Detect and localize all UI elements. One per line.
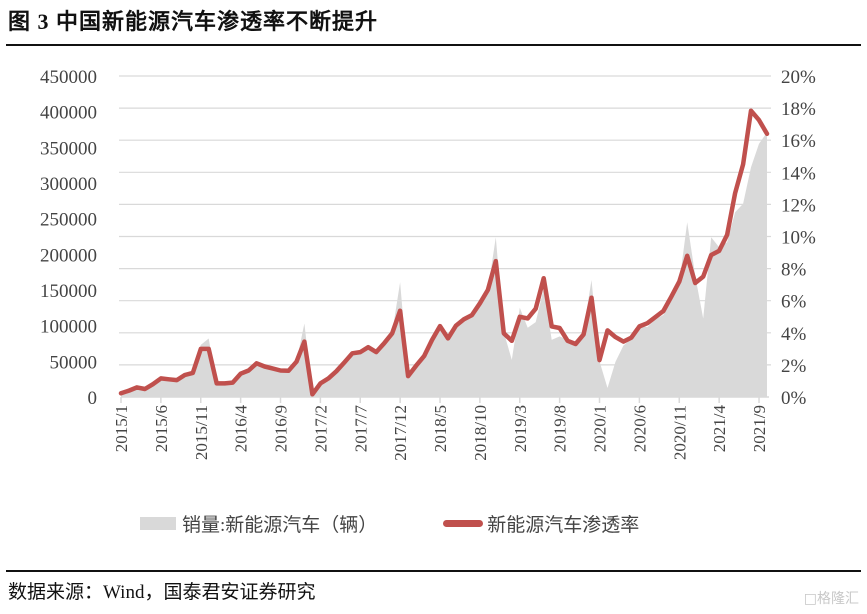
right-axis-tick-label: 18% [781,99,816,120]
left-axis-tick-label: 150000 [40,281,97,302]
legend-label-penetration: 新能源汽车渗透率 [487,515,640,536]
right-axis-tick-label: 10% [781,228,816,249]
chart: 0% 2% 4% 6% 8% 10% 12% 14% 16% 18% 20% 0 50000 100000… [40,67,816,461]
left-axis-tick-label: 200000 [40,245,97,266]
x-axis-tick-label: 2020/1 [591,405,610,452]
figure-title: 图 3 中国新能源汽车渗透率不断提升 [8,9,379,34]
right-axis-tick-label: 6% [781,292,807,313]
x-axis-tick-label: 2017/7 [351,405,370,453]
source-rule [6,570,861,572]
right-axis-tick-label: 8% [781,260,807,281]
left-axis-tick-label: 400000 [40,103,97,124]
x-axis-tick-label: 2019/3 [511,405,530,452]
legend-swatch-penetration [443,520,484,527]
left-axis-tick-label: 450000 [40,67,97,88]
right-axis-tick-label: 20% [781,67,816,88]
watermark-logo: □格隆汇 [803,591,859,607]
source-note: 数据来源：Wind，国泰君安证券研究 [8,582,316,603]
x-axis-tick-label: 2018/10 [471,405,490,461]
legend-label-sales: 销量:新能源汽车（辆） [182,515,378,536]
x-axis-tick-label: 2017/12 [391,405,410,461]
x-axis-tick-label: 2015/1 [112,405,131,452]
left-axis-tick-label: 300000 [40,174,97,195]
x-axis-tick-label: 2017/2 [311,405,330,452]
x-axis-tick-label: 2018/5 [431,405,450,452]
legend: 销量:新能源汽车（辆） 新能源汽车渗透率 [140,510,639,537]
right-axis-tick-label: 16% [781,131,816,152]
title-rule [6,44,861,46]
left-axis-tick-label: 250000 [40,210,97,231]
x-axis-tick-label: 2020/6 [630,405,649,452]
x-axis-tick-label: 2021/4 [710,405,729,453]
x-axis-tick-label: 2019/8 [551,405,570,452]
x-axis-tick-label: 2021/9 [750,405,769,452]
x-axis-tick-label: 2020/11 [670,405,689,460]
x-axis-tick-label: 2016/9 [272,405,291,452]
right-axis-tick-label: 14% [781,163,816,184]
right-axis-tick-label: 12% [781,195,816,216]
left-axis-tick-label: 100000 [40,317,97,338]
penetration-line [118,108,770,397]
right-axis-tick-label: 0% [781,388,807,409]
left-axis-tick-label: 0 [88,388,98,409]
right-axis-tick-label: 2% [781,356,807,377]
x-axis-tick-label: 2016/4 [232,405,251,453]
right-axis-tick-label: 4% [781,324,807,345]
legend-swatch-sales [140,517,176,530]
left-axis-tick-label: 350000 [40,138,97,159]
sales-area [121,132,767,397]
x-axis-tick-label: 2015/11 [192,405,211,460]
x-axis-tick-label: 2015/6 [152,405,171,452]
left-axis-tick-label: 50000 [50,352,98,373]
